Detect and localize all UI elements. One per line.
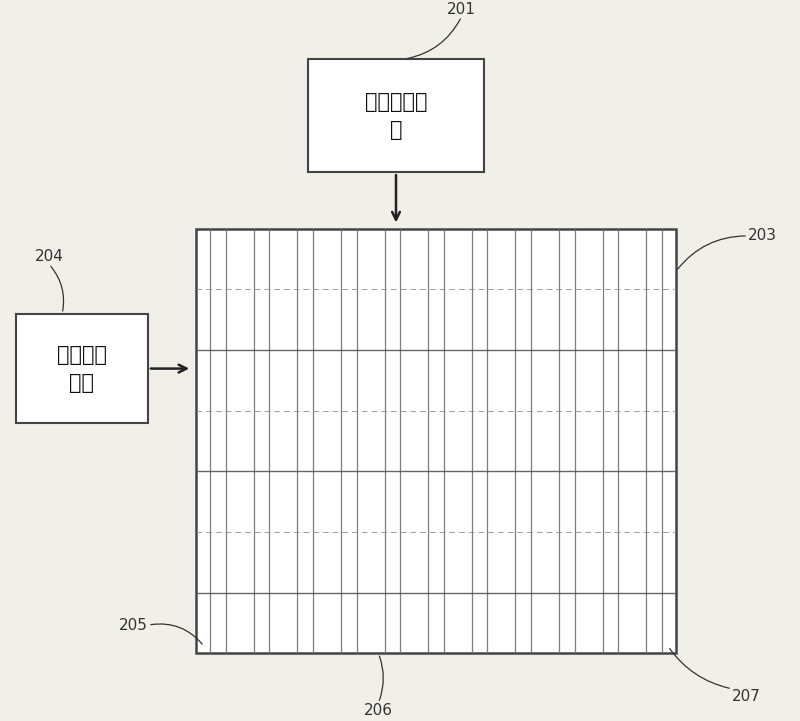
Text: 201: 201 (447, 1, 476, 17)
Text: 扫描驱动
模块: 扫描驱动 模块 (57, 345, 107, 392)
Bar (308, 59, 484, 172)
Text: 207: 207 (732, 689, 761, 704)
Bar (16, 314, 148, 423)
Text: 204: 204 (34, 249, 63, 264)
Text: 206: 206 (364, 703, 393, 718)
Text: 203: 203 (748, 229, 777, 244)
Text: 205: 205 (119, 618, 148, 632)
Bar (196, 229, 676, 653)
Text: 数据驱动模
块: 数据驱动模 块 (365, 92, 427, 140)
